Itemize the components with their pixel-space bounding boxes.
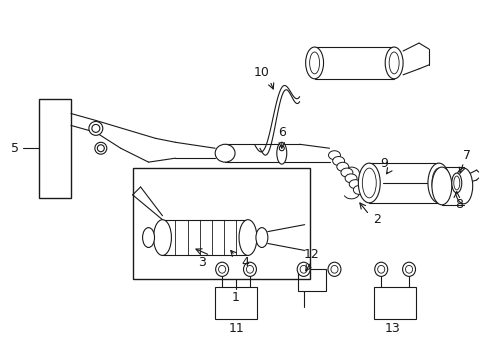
Bar (39, 99, 71, 198)
Ellipse shape (336, 162, 348, 171)
Text: 1: 1 (232, 291, 240, 303)
Text: 7: 7 (462, 149, 470, 162)
Ellipse shape (328, 151, 340, 159)
Ellipse shape (246, 265, 253, 273)
Ellipse shape (402, 262, 415, 276)
Text: 10: 10 (253, 66, 269, 79)
Ellipse shape (405, 265, 412, 273)
Ellipse shape (276, 142, 286, 164)
Bar (297, 269, 325, 291)
Ellipse shape (297, 262, 309, 276)
Bar (373, 287, 415, 319)
Ellipse shape (153, 220, 171, 255)
Text: 2: 2 (372, 213, 381, 226)
Text: 3: 3 (198, 256, 206, 269)
Ellipse shape (92, 125, 100, 132)
Bar (215, 287, 256, 319)
Ellipse shape (215, 144, 235, 162)
Ellipse shape (345, 174, 356, 183)
Text: 8: 8 (454, 198, 462, 211)
Ellipse shape (279, 146, 284, 151)
Ellipse shape (358, 163, 380, 203)
Ellipse shape (454, 168, 472, 204)
Ellipse shape (215, 262, 228, 276)
Ellipse shape (142, 228, 154, 247)
Ellipse shape (332, 157, 344, 166)
Ellipse shape (330, 265, 337, 273)
Text: 13: 13 (384, 322, 399, 336)
Ellipse shape (300, 265, 306, 273)
Ellipse shape (388, 52, 398, 74)
Text: 11: 11 (228, 322, 244, 336)
Ellipse shape (89, 121, 102, 135)
Ellipse shape (348, 180, 361, 189)
Ellipse shape (243, 262, 256, 276)
Ellipse shape (377, 265, 384, 273)
Ellipse shape (95, 142, 106, 154)
Ellipse shape (431, 168, 445, 198)
Ellipse shape (374, 262, 387, 276)
Ellipse shape (431, 167, 451, 205)
Text: 6: 6 (277, 126, 285, 139)
Bar (132, 168, 309, 279)
Ellipse shape (255, 228, 267, 247)
Ellipse shape (427, 163, 449, 203)
Ellipse shape (218, 265, 225, 273)
Ellipse shape (340, 168, 352, 177)
Ellipse shape (309, 52, 319, 74)
Ellipse shape (385, 47, 402, 79)
Ellipse shape (327, 262, 340, 276)
Ellipse shape (239, 220, 256, 255)
Ellipse shape (97, 145, 104, 152)
Ellipse shape (451, 173, 461, 193)
Text: 12: 12 (303, 248, 319, 261)
Ellipse shape (305, 47, 323, 79)
Text: 9: 9 (380, 157, 387, 170)
Ellipse shape (453, 176, 459, 190)
Ellipse shape (353, 185, 365, 194)
Text: 5: 5 (11, 142, 19, 155)
Text: 4: 4 (241, 256, 248, 269)
Ellipse shape (362, 168, 375, 198)
